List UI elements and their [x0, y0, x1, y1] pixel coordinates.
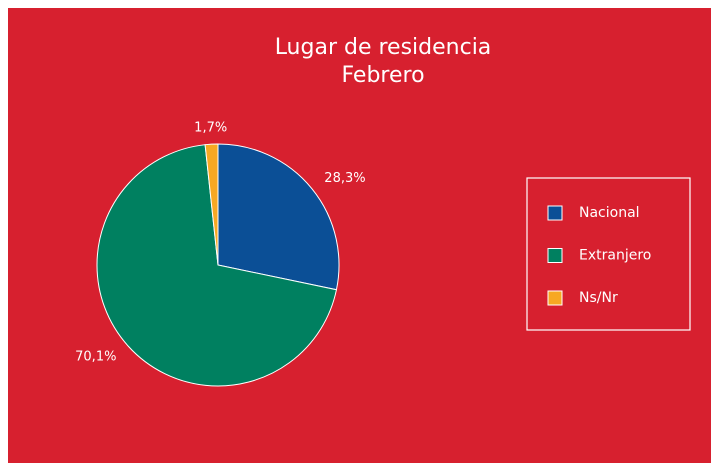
legend-label: Extranjero: [579, 248, 651, 264]
pie-slice: [217, 143, 340, 291]
data-label: 28,3%: [324, 171, 365, 186]
data-label: 70,1%: [75, 349, 116, 364]
legend-swatch: [547, 248, 563, 263]
pie-slice: [96, 144, 338, 387]
legend-label: Nacional: [579, 205, 640, 221]
chart-title: Lugar de residencia: [275, 35, 492, 60]
legend-swatch: [547, 290, 563, 306]
legend-label: Ns/Nr: [579, 290, 618, 306]
chart-subtitle: Febrero: [341, 63, 424, 88]
data-label: 1,7%: [194, 121, 227, 136]
legend-box: [526, 177, 691, 331]
pie-slice: [204, 143, 219, 266]
legend-swatch: [547, 205, 563, 221]
